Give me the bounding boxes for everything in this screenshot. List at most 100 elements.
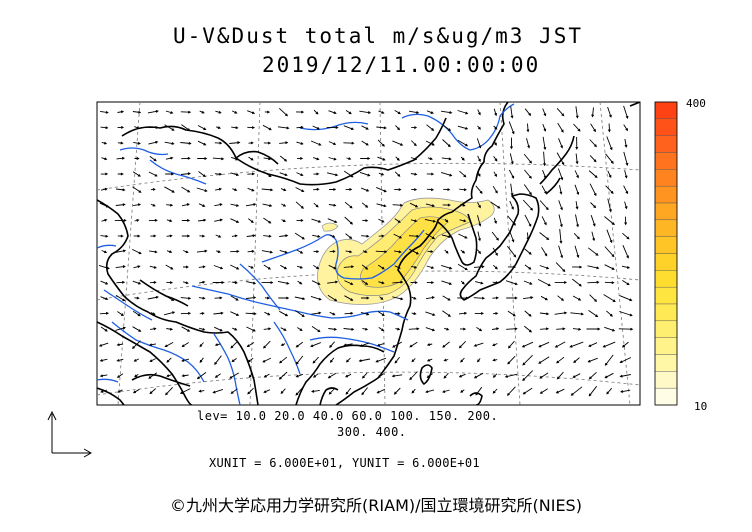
wind-arrow [411,312,417,316]
wind-arrow [477,202,481,209]
wind-arrow [247,110,256,115]
wind-arrow [248,218,254,224]
wind-arrow [164,186,175,193]
wind-arrow [132,248,142,255]
wind-arrow [326,172,339,177]
wind-arrow [361,125,369,130]
colorbar-swatch [654,101,678,120]
wind-arrow [181,156,191,160]
wind-arrow [362,219,369,223]
wind-arrow [328,327,338,331]
wind-arrow [115,203,126,207]
wind-arrow [378,110,385,114]
wind-arrow [295,355,304,365]
wind-arrow [278,296,290,300]
wind-arrow [296,125,304,129]
wind-arrow [590,123,596,133]
wind-arrow [214,141,223,145]
wind-arrow [621,265,631,269]
wind-arrow [587,265,600,270]
wind-arrow [555,388,565,394]
wind-arrow [458,233,468,239]
wind-arrow [441,157,452,161]
wind-arrow [180,110,192,114]
wind-arrow [149,358,156,362]
wind-arrow [491,231,499,241]
wind-arrow [148,343,157,347]
wind-arrow [328,203,337,207]
colorbar-swatch [654,320,678,338]
wind-arrow [443,358,449,362]
wind-arrow [117,141,124,145]
wind-arrow [261,250,274,254]
wind-arrow [165,172,175,176]
wind-arrow [409,341,418,348]
wind-arrow [115,294,126,302]
colorbar-swatch [654,236,678,254]
wind-arrow [460,203,466,207]
wind-arrow [277,280,290,285]
wind-arrow [148,140,159,145]
wind-arrow [619,295,633,302]
wind-arrow [230,311,240,316]
wind-arrow [361,264,369,270]
wind-arrow [392,140,404,146]
wind-arrow [443,188,451,192]
wind-arrow [116,280,126,284]
wind-arrow [477,231,481,242]
wind-arrow [196,249,208,253]
wind-arrow [149,250,158,254]
wind-arrow [425,389,435,394]
wind-arrow [477,249,481,255]
wind-arrow [280,388,286,394]
wind-arrow [458,340,467,349]
wind-arrow [376,126,387,130]
wind-arrow [261,281,274,285]
wind-arrow [166,203,174,207]
wind-arrow [343,125,355,131]
wind-arrow [410,157,418,161]
wind-arrow [134,218,140,222]
wind-arrow [395,312,401,316]
wind-arrow [425,327,436,332]
wind-arrow [559,185,563,195]
wind-arrow [132,326,142,332]
colorbar-swatch [654,135,678,153]
wind-arrow [540,295,549,301]
wind-arrow [556,152,565,166]
wind-arrow [558,245,564,259]
wind-arrow [214,296,223,300]
wind-arrow [424,218,437,223]
wind-arrow [509,153,514,165]
wind-arrow [295,386,304,396]
wind-arrow [590,215,596,227]
wind-arrow [375,250,388,254]
wind-arrow [150,234,157,238]
wind-arrow [605,153,614,164]
wind-arrow [262,171,272,177]
wind-arrow [181,124,191,131]
wind-arrow [313,202,319,208]
wind-arrow [327,280,339,284]
wind-arrow [524,325,533,333]
wind-arrow [409,202,419,208]
wind-arrow [440,171,453,177]
wind-arrow [573,123,581,132]
wind-arrow [165,386,174,396]
wind-arrow [458,311,468,315]
wind-arrow [477,109,481,116]
wind-arrow [133,234,141,238]
wind-arrow [395,125,401,131]
wind-arrow [409,371,418,381]
wind-arrow [263,373,270,378]
wind-arrow [277,126,290,130]
wind-arrow [230,203,240,207]
wind-arrow [408,327,420,331]
wind-arrow [216,250,221,253]
wind-arrow [232,327,238,331]
wind-arrow [313,250,320,254]
wind-arrow [214,343,221,347]
wind-arrow [346,157,352,161]
wind-arrow [442,310,451,317]
wind-arrow [117,234,124,238]
